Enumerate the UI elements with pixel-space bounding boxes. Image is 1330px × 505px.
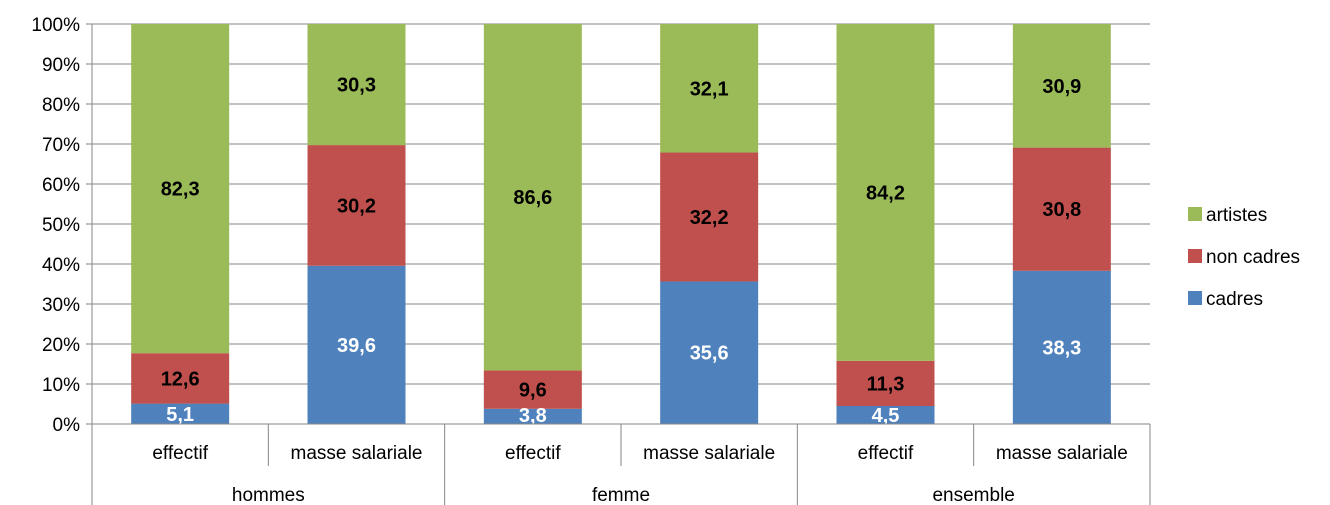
y-tick-label: 100%	[31, 15, 80, 36]
legend-swatch	[1188, 291, 1202, 305]
data-label: 30,3	[337, 75, 376, 97]
bar-segment	[307, 24, 406, 146]
x-category-label: effectif	[858, 443, 914, 464]
x-group-label: ensemble	[932, 485, 1014, 505]
y-tick-label: 50%	[42, 215, 80, 236]
bar-segment	[1012, 270, 1111, 424]
data-label: 5,1	[166, 404, 194, 426]
y-tick-label: 0%	[53, 415, 81, 436]
legend: artistes non cadres cadres	[1188, 205, 1300, 310]
bar-segment	[836, 406, 935, 424]
x-category-label: masse salariale	[643, 443, 775, 464]
data-label: 30,9	[1042, 76, 1081, 98]
data-label: 84,2	[866, 182, 905, 204]
data-label: 3,8	[519, 405, 547, 427]
x-group-label: hommes	[232, 485, 305, 505]
y-tick-label: 60%	[42, 175, 80, 196]
y-tick-label: 90%	[42, 55, 80, 76]
legend-swatch	[1188, 207, 1202, 221]
legend-label: cadres	[1206, 289, 1263, 310]
x-category-label: masse salariale	[291, 443, 423, 464]
bar-segment	[836, 24, 935, 361]
bar-segment	[131, 24, 230, 354]
legend-swatch	[1188, 249, 1202, 263]
data-label: 9,6	[519, 380, 547, 402]
bar-segment	[660, 24, 759, 153]
data-label: 4,5	[872, 405, 900, 427]
data-label: 32,1	[690, 78, 729, 100]
bar-segment	[307, 265, 406, 424]
x-axis: effectif masse salariale effectif masse sal…	[91, 24, 1151, 505]
data-label: 38,3	[1042, 337, 1081, 359]
data-label: 86,6	[513, 187, 552, 209]
data-label: 30,8	[1042, 199, 1081, 221]
bar-segment	[1012, 147, 1111, 271]
bar-segment	[1012, 24, 1111, 148]
bars	[131, 24, 1111, 424]
bar-segment	[483, 370, 582, 409]
y-tick-label: 30%	[42, 295, 80, 316]
data-label: 32,2	[690, 207, 729, 229]
bar-segment	[483, 24, 582, 371]
bar-segment	[836, 360, 935, 406]
data-label: 35,6	[690, 343, 729, 365]
legend-label: artistes	[1206, 205, 1267, 226]
data-label: 82,3	[161, 179, 200, 201]
y-tick-label: 70%	[42, 135, 80, 156]
x-category-label: effectif	[505, 443, 561, 464]
y-tick-label: 10%	[42, 375, 80, 396]
bar-segment	[483, 408, 582, 424]
bar-segment	[660, 152, 759, 282]
y-tick-label: 80%	[42, 95, 80, 116]
data-label: 39,6	[337, 335, 376, 357]
bar-segment	[660, 281, 759, 424]
data-label: 30,2	[337, 195, 376, 217]
x-group-label: femme	[592, 485, 650, 505]
legend-label: non cadres	[1206, 247, 1300, 268]
x-category-label: effectif	[152, 443, 208, 464]
bar-segment	[131, 403, 230, 424]
gridlines	[86, 23, 1150, 425]
data-label: 11,3	[867, 373, 905, 395]
y-tick-label: 20%	[42, 335, 80, 356]
bar-segment	[307, 145, 406, 266]
data-label: 12,6	[161, 368, 200, 390]
data-labels: 5,1 12,6 82,3 39,6 30,2 30,3 3,8 9,6 86,6 35,6 32,…	[161, 75, 1082, 427]
y-axis-ticks: 0% 10% 20% 30% 40% 50% 60% 70% 80% 90% 100%	[31, 15, 80, 436]
bar-segment	[131, 353, 230, 404]
y-tick-label: 40%	[42, 255, 80, 276]
x-category-label: masse salariale	[996, 443, 1128, 464]
